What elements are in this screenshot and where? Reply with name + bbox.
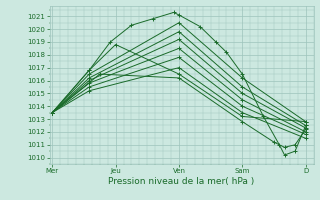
X-axis label: Pression niveau de la mer( hPa ): Pression niveau de la mer( hPa )	[108, 177, 255, 186]
